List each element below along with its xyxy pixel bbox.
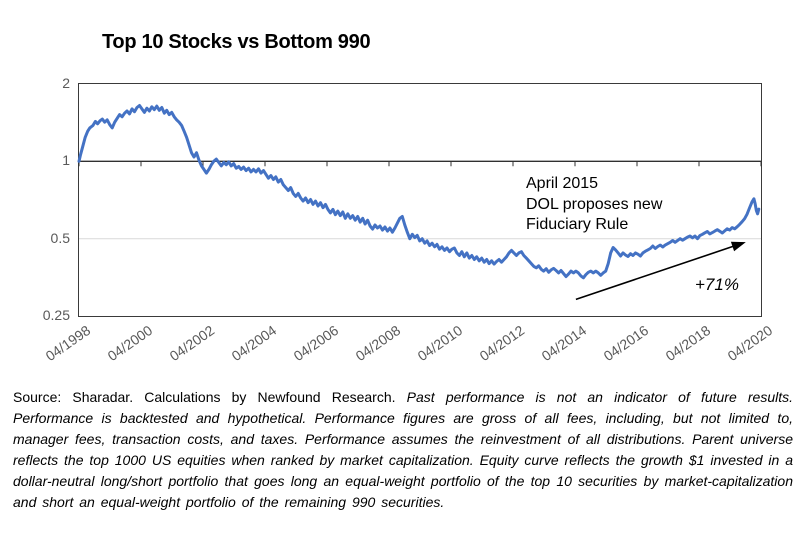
x-tick-label: 04/2018	[662, 322, 714, 365]
y-tick-label: 0.25	[42, 307, 70, 323]
x-tick-label: 04/2008	[352, 322, 404, 365]
event-annotation: April 2015 DOL proposes new Fiduciary Ru…	[526, 174, 662, 236]
y-tick-label: 1	[62, 152, 70, 168]
x-tick-label: 04/2016	[600, 322, 652, 365]
gain-label: +71%	[695, 275, 739, 294]
x-tick-label: 04/2002	[166, 322, 218, 365]
trend-arrow-head	[730, 241, 746, 252]
x-tick-label: 04/2012	[476, 322, 528, 365]
x-tick-label: 04/1998	[42, 322, 94, 365]
event-annotation-line3: Fiduciary Rule	[526, 216, 629, 233]
equity-curve	[77, 104, 761, 280]
x-tick-label: 04/2014	[538, 322, 590, 365]
y-tick-label: 0.5	[50, 230, 70, 246]
x-tick-label: 04/2000	[104, 322, 156, 365]
footnote: Source: Sharadar. Calculations by Newfou…	[13, 387, 793, 513]
x-tick-label: 04/2006	[290, 322, 342, 365]
footnote-disclaimer: Past performance is not an indicator of …	[13, 389, 794, 510]
footnote-source: Source: Sharadar. Calculations by Newfou…	[13, 389, 396, 405]
x-tick-label: 04/2020	[724, 322, 776, 365]
x-tick-label: 04/2004	[228, 322, 280, 365]
chart-title: Top 10 Stocks vs Bottom 990	[102, 31, 371, 53]
plot-canvas	[77, 104, 762, 301]
event-annotation-line1: April 2015	[526, 175, 599, 192]
plot-area: April 2015 DOL proposes new Fiduciary Ru…	[77, 83, 762, 317]
event-annotation-line2: DOL proposes new	[526, 195, 663, 213]
trend-arrow-line	[575, 244, 737, 301]
x-tick-label: 04/2010	[414, 322, 466, 365]
y-tick-label: 2	[62, 75, 70, 91]
